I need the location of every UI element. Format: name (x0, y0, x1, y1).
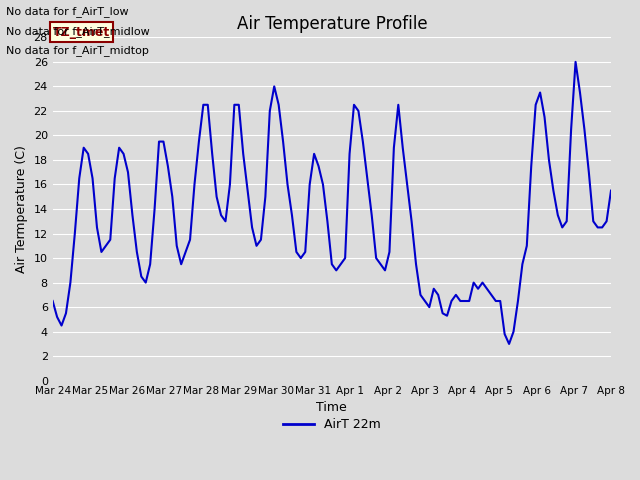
Legend: AirT 22m: AirT 22m (278, 413, 386, 436)
Title: Air Temperature Profile: Air Temperature Profile (237, 15, 427, 33)
Text: No data for f_AirT_midtop: No data for f_AirT_midtop (6, 45, 149, 56)
Text: TZ_tmet: TZ_tmet (52, 25, 110, 38)
Text: No data for f_AirT_midlow: No data for f_AirT_midlow (6, 25, 150, 36)
Y-axis label: Air Termperature (C): Air Termperature (C) (15, 145, 28, 273)
X-axis label: Time: Time (316, 401, 348, 414)
Text: No data for f_AirT_low: No data for f_AirT_low (6, 6, 129, 17)
